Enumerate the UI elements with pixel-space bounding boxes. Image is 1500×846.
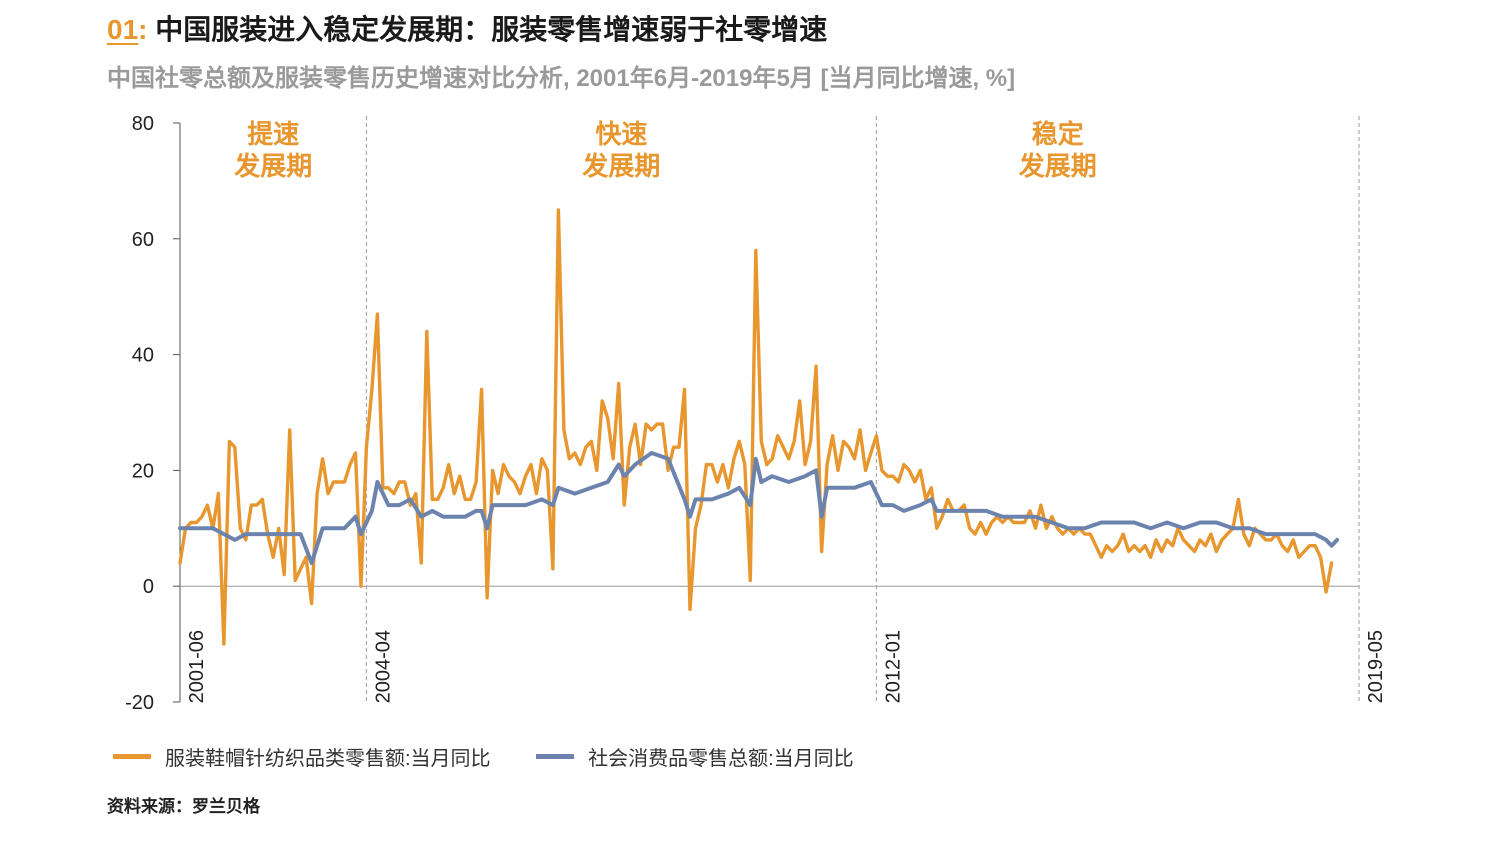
title-separator: : <box>138 14 148 45</box>
y-tick-label: 0 <box>143 576 154 598</box>
y-tick-label: 60 <box>132 229 154 251</box>
y-tick-label: 40 <box>132 345 154 367</box>
phase-label-line1: 快速 <box>595 119 647 149</box>
phase-label-line2: 发展期 <box>581 151 660 181</box>
source-note: 资料来源：罗兰贝格 <box>107 797 260 816</box>
y-tick-label: 20 <box>132 460 154 482</box>
retail-series-line <box>178 451 1340 565</box>
legend-item-apparel: 服装鞋帽针纺织品类零售额:当月同比 <box>113 742 491 771</box>
apparel-series-line <box>178 208 1334 646</box>
x-tick-label: 2001-06 <box>186 630 208 703</box>
x-tick-label: 2019-05 <box>1365 630 1387 703</box>
title-text: 中国服装进入稳定发展期：服装零售增速弱于社零增速 <box>155 14 828 45</box>
legend-label-apparel: 服装鞋帽针纺织品类零售额:当月同比 <box>165 748 491 770</box>
y-tick-label: -20 <box>125 692 154 714</box>
x-tick-label: 2004-04 <box>372 630 394 703</box>
chart-title: 01: 中国服装进入稳定发展期：服装零售增速弱于社零增速 <box>107 8 827 48</box>
phase-label-line2: 发展期 <box>1018 151 1097 181</box>
x-tick-label: 2012-01 <box>882 630 904 703</box>
legend: 服装鞋帽针纺织品类零售额:当月同比 社会消费品零售总额:当月同比 <box>113 742 894 771</box>
y-tick-label: 80 <box>132 113 154 135</box>
legend-label-retail: 社会消费品零售总额:当月同比 <box>588 748 854 770</box>
phase-label-line1: 稳定 <box>1032 119 1084 149</box>
chart-subtitle: 中国社零总额及服装零售历史增速对比分析, 2001年6月-2019年5月 [当月… <box>107 65 1016 92</box>
legend-swatch-apparel <box>113 754 151 759</box>
phase-label-line1: 提速 <box>247 119 299 149</box>
legend-item-retail: 社会消费品零售总额:当月同比 <box>536 742 854 771</box>
phase-label-line2: 发展期 <box>233 151 312 181</box>
title-number: 01 <box>107 14 139 45</box>
legend-swatch-retail <box>536 754 575 759</box>
